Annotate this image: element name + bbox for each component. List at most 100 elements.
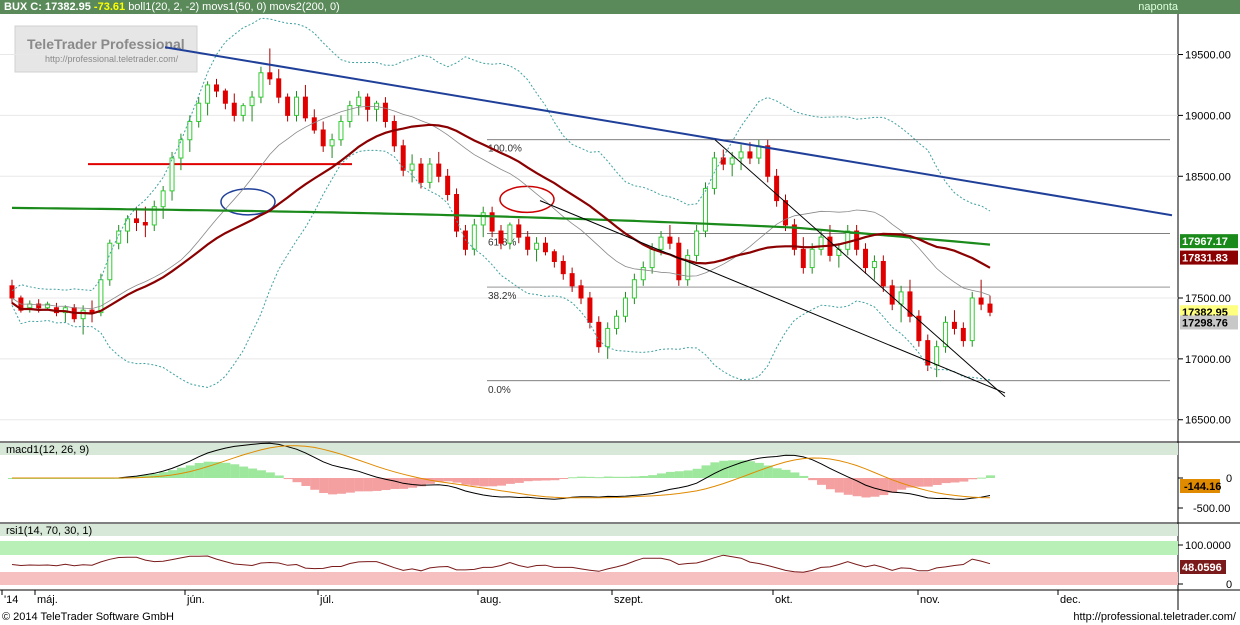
candle-body: [907, 291, 913, 317]
macd-histogram-bar: [825, 478, 835, 490]
candle-body: [534, 242, 540, 250]
candle-body: [658, 236, 664, 250]
macd-histogram-bar: [488, 478, 498, 487]
candle-body: [605, 327, 611, 348]
macd-histogram-bar: [150, 473, 160, 478]
candle-body: [525, 236, 531, 250]
y-tick-label: 19500.00: [1185, 50, 1231, 62]
footer-link[interactable]: http://professional.teletrader.com/: [1073, 611, 1236, 623]
candle-body: [951, 321, 957, 329]
candle-body: [569, 273, 575, 287]
macd-histogram-bar: [612, 476, 622, 478]
macd-histogram-bar: [745, 461, 755, 478]
macd-histogram-bar: [683, 470, 693, 478]
macd-histogram-bar: [497, 478, 506, 486]
macd-histogram-bar: [986, 475, 995, 478]
candle-body: [258, 72, 264, 98]
chart-area[interactable]: TeleTrader Professional http://professio…: [0, 14, 1240, 613]
candle-body: [427, 163, 433, 183]
candle-body: [960, 327, 966, 342]
macd-histogram-bar: [550, 478, 560, 481]
candle-body: [694, 230, 700, 256]
candle-body: [9, 285, 15, 299]
macd-histogram-bar: [808, 478, 818, 481]
macd-histogram-bar: [737, 460, 747, 478]
macd-histogram-bar: [354, 478, 364, 492]
y-tick-label: 18500.00: [1185, 171, 1231, 183]
fib-label: 38.2%: [488, 291, 516, 302]
candle-body: [498, 230, 504, 244]
rsi-overbought-zone: [0, 541, 1178, 555]
chart-svg[interactable]: TeleTrader Professional http://professio…: [0, 14, 1240, 610]
bollinger-upper: [11, 17, 991, 292]
candle-body: [187, 120, 193, 141]
macd-histogram-bar: [203, 461, 213, 478]
candle-body: [880, 260, 886, 287]
macd-histogram-bar: [674, 471, 684, 478]
macd-histogram-bar: [977, 477, 987, 479]
y-tick-label: 17000.00: [1185, 354, 1231, 366]
candle-body: [45, 303, 51, 309]
macd-histogram-bar: [665, 471, 675, 478]
channel-line-upper: [714, 139, 1006, 397]
candle-body: [320, 129, 326, 147]
candle-body: [151, 206, 157, 226]
macd-histogram-bar: [763, 465, 773, 478]
watermark-title: TeleTrader Professional: [27, 36, 185, 52]
indicator-list: boll1(20, 2, -2) movs1(50, 0) movs2(200,…: [128, 1, 340, 13]
candle-body: [800, 248, 806, 269]
macd-histogram-bar: [141, 474, 151, 478]
candle-body: [445, 175, 451, 196]
downtrend-line: [164, 46, 1173, 217]
candle-body: [409, 163, 415, 171]
candle-body: [818, 236, 824, 250]
macd-histogram-bar: [416, 478, 426, 487]
candle-body: [898, 291, 904, 305]
watermark: TeleTrader Professional http://professio…: [14, 25, 198, 73]
macd-histogram-bar: [363, 478, 373, 492]
macd-signal-line: [12, 445, 991, 499]
rsi-pane: 100.0000 0 48.0596: [0, 540, 1232, 591]
macd-histogram-bar: [505, 478, 515, 484]
candle-body: [240, 105, 246, 116]
candle-body: [916, 315, 922, 342]
macd-histogram-bar: [168, 470, 178, 478]
candle-body: [640, 267, 646, 281]
candle-body: [391, 120, 397, 147]
macd-histogram-bar: [470, 478, 480, 486]
candle-body: [791, 224, 797, 250]
candle-body: [454, 194, 460, 232]
macd-histogram-bar: [941, 478, 951, 484]
rsi-value-bg: [1180, 560, 1226, 574]
macd-histogram-bar: [390, 478, 400, 489]
rsi-title: rsi1(14, 70, 30, 1): [6, 525, 92, 537]
candle-body: [774, 175, 780, 202]
macd-histogram-bar: [274, 475, 284, 478]
macd-histogram-bar: [781, 469, 791, 478]
candle-body: [622, 297, 628, 317]
macd-histogram-bar: [310, 478, 320, 490]
macd-histogram-bar: [559, 478, 569, 479]
candle-body: [978, 297, 984, 305]
watermark-url: http://professional.teletrader.com/: [45, 54, 179, 64]
price-pane[interactable]: [0, 14, 1178, 442]
candle-body: [178, 139, 184, 159]
x-tick-label: júl.: [319, 594, 334, 606]
macd-histogram-bar: [959, 478, 969, 482]
candle-body: [863, 248, 869, 269]
x-tick-label: aug.: [480, 594, 501, 606]
macd-histogram-bar: [283, 478, 293, 480]
candle-body: [338, 120, 344, 141]
candle-body: [756, 145, 762, 159]
boll-mid-label: 17298.76: [1182, 317, 1228, 329]
macd-histogram-bar: [701, 465, 711, 478]
candle-body: [614, 315, 620, 329]
candle-body: [943, 321, 949, 348]
macd-histogram-bar: [594, 477, 604, 479]
macd-histogram-bar: [532, 478, 542, 481]
macd-value-label: -144.16: [1184, 481, 1221, 493]
macd-histogram-bar: [292, 478, 302, 483]
macd-histogram-bar: [336, 478, 346, 494]
ma50-label-bg: [1180, 250, 1238, 265]
symbol-info: BUX C: 17382.95 -73.61 boll1(20, 2, -2) …: [4, 1, 340, 13]
